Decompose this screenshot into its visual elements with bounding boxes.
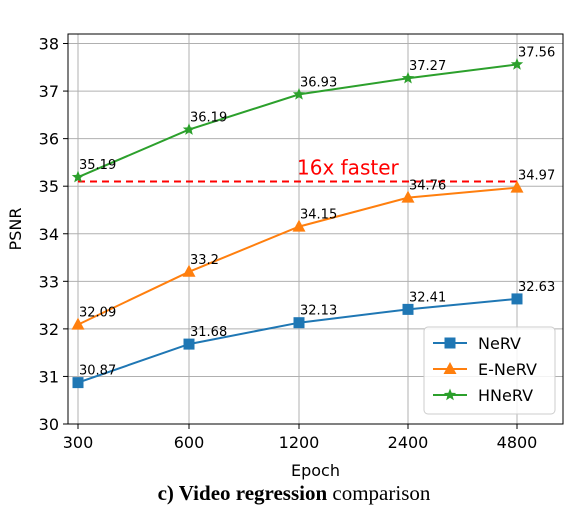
legend-marker (443, 362, 457, 374)
data-labels-layer: 30.87 31.68 32.13 32.41 32.63 32.09 33.2 34.15 3… (79, 45, 555, 378)
y-tick-label: 32 (39, 320, 59, 339)
legend-item-hnerv: HNeRV (433, 386, 533, 405)
data-point (182, 264, 196, 277)
y-tick-label: 35 (39, 177, 59, 196)
data-point (182, 123, 196, 135)
data-label: 33.2 (190, 253, 219, 268)
y-tick-label: 38 (39, 35, 59, 54)
data-label: 34.15 (300, 208, 337, 223)
data-label: 32.13 (300, 304, 337, 319)
x-tick-label: 600 (174, 433, 205, 452)
data-label: 34.76 (409, 179, 446, 194)
y-axis-ticks: 30 31 32 33 34 35 36 37 38 (39, 35, 68, 434)
data-point (511, 293, 523, 305)
data-label: 32.41 (409, 290, 446, 305)
legend-label: E-NeRV (478, 360, 537, 379)
data-point (510, 180, 524, 193)
legend-item-nerv: NeRV (433, 334, 521, 353)
data-point (293, 317, 305, 329)
legend: NeRV E-NeRV HNeRV (423, 326, 556, 415)
legend-marker (443, 388, 457, 401)
data-point (402, 303, 414, 315)
series-hnerv (71, 57, 524, 183)
y-axis-label: PSNR (6, 208, 25, 251)
data-point (71, 170, 85, 183)
series-e-nerv (71, 180, 524, 330)
data-point (183, 338, 195, 350)
data-label: 34.97 (518, 169, 555, 184)
y-tick-label: 36 (39, 130, 59, 149)
data-point (72, 377, 84, 389)
legend-marker (444, 337, 456, 349)
reference-line-layer: 16x faster (78, 155, 517, 183)
caption-rest: comparison (327, 481, 431, 505)
data-point (71, 317, 85, 330)
data-point (292, 219, 306, 232)
data-label: 36.93 (300, 75, 337, 90)
legend-label: NeRV (478, 334, 521, 353)
data-point (401, 190, 415, 203)
figure-caption: c) Video regression comparison (0, 481, 588, 506)
series-layer (71, 57, 524, 389)
plot-frame (67, 33, 564, 425)
y-tick-label: 30 (39, 415, 59, 434)
x-tick-label: 2400 (388, 433, 429, 452)
data-label: 32.09 (79, 306, 116, 321)
data-label: 36.19 (190, 111, 227, 126)
y-tick-label: 31 (39, 367, 59, 386)
data-label: 30.87 (79, 364, 116, 379)
x-tick-label: 1200 (279, 433, 320, 452)
reference-line-label: 16x faster (297, 155, 400, 179)
data-point (401, 71, 415, 84)
y-tick-label: 37 (39, 82, 59, 101)
legend-item-e-nerv: E-NeRV (433, 360, 537, 379)
data-point (292, 87, 306, 100)
legend-label: HNeRV (478, 386, 533, 405)
caption-bold: c) Video regression (157, 481, 328, 505)
line-chart: 16x faster 30.87 31.68 32.13 32.41 32.63 32.0… (6, 33, 564, 480)
data-label: 31.68 (190, 325, 227, 340)
data-label: 35.19 (79, 158, 116, 173)
data-label: 32.63 (518, 280, 555, 295)
data-label: 37.56 (518, 45, 555, 60)
data-point (510, 57, 524, 70)
series-line (77, 186, 518, 326)
y-tick-label: 33 (39, 272, 59, 291)
data-label: 37.27 (409, 59, 446, 74)
x-tick-label: 300 (63, 433, 94, 452)
x-axis-label: Epoch (291, 461, 340, 480)
x-tick-label: 4800 (497, 433, 538, 452)
series-nerv (72, 293, 523, 389)
x-axis-ticks: 300 600 1200 2400 4800 (63, 424, 538, 452)
y-tick-label: 34 (39, 225, 59, 244)
legend-box (423, 326, 556, 415)
